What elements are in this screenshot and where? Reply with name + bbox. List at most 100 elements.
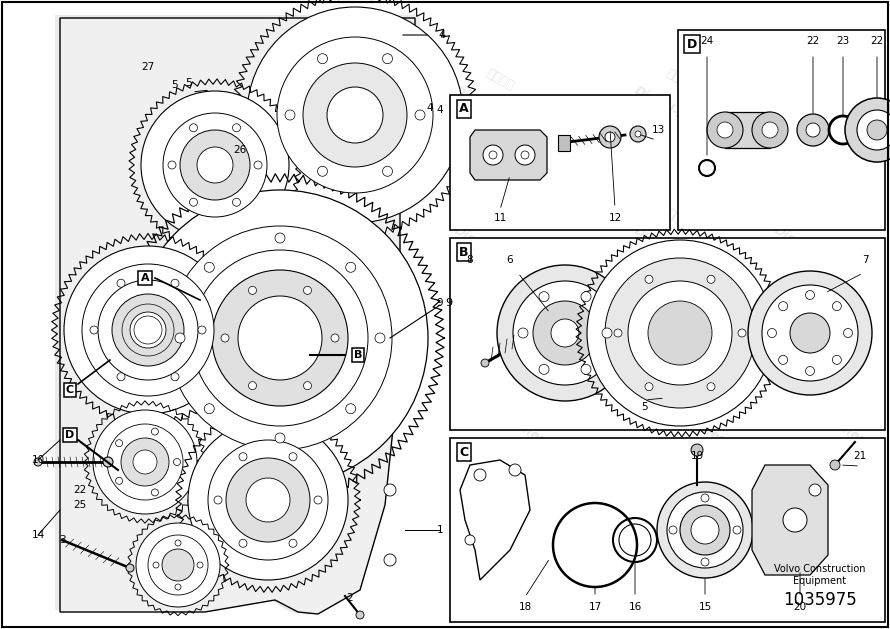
Text: 柴发动力: 柴发动力	[104, 507, 136, 533]
Circle shape	[168, 161, 176, 169]
Circle shape	[691, 516, 719, 544]
Circle shape	[190, 198, 198, 206]
Circle shape	[239, 539, 247, 547]
Bar	[678, 30, 885, 230]
Text: 22: 22	[870, 36, 884, 46]
Circle shape	[630, 126, 646, 142]
Bar	[450, 238, 885, 430]
Polygon shape	[55, 15, 420, 615]
Circle shape	[605, 258, 755, 408]
Text: 柴发动力: 柴发动力	[484, 67, 516, 93]
Circle shape	[375, 333, 385, 343]
Circle shape	[153, 562, 159, 568]
Circle shape	[415, 110, 425, 120]
Text: 柴发动力: 柴发动力	[804, 67, 837, 93]
Circle shape	[667, 492, 743, 568]
Circle shape	[107, 424, 183, 500]
Circle shape	[254, 161, 262, 169]
Circle shape	[197, 147, 233, 183]
Circle shape	[239, 453, 247, 460]
Circle shape	[171, 373, 179, 381]
Circle shape	[289, 453, 297, 460]
Circle shape	[779, 302, 788, 311]
Circle shape	[717, 122, 733, 138]
Text: A: A	[459, 103, 469, 116]
Text: C: C	[66, 385, 74, 395]
Circle shape	[303, 286, 311, 294]
Text: Diesel-Engines: Diesel-Engines	[451, 83, 548, 147]
Text: D: D	[687, 38, 697, 50]
Circle shape	[275, 433, 285, 443]
Circle shape	[130, 312, 166, 348]
Text: Diesel-Engines: Diesel-Engines	[72, 383, 168, 447]
Text: 3: 3	[59, 535, 65, 545]
Text: 柴发动力: 柴发动力	[664, 507, 696, 533]
Polygon shape	[752, 465, 828, 575]
Circle shape	[602, 328, 612, 338]
Text: 柴发动力: 柴发动力	[664, 207, 696, 233]
Circle shape	[171, 279, 179, 287]
Text: 柴发动力: 柴发动力	[104, 67, 136, 93]
Circle shape	[117, 279, 125, 287]
Text: 4: 4	[438, 30, 445, 40]
Circle shape	[809, 484, 821, 496]
Circle shape	[151, 428, 158, 435]
Text: Diesel-Engines: Diesel-Engines	[451, 523, 548, 587]
Circle shape	[733, 526, 741, 534]
Circle shape	[205, 262, 214, 272]
Circle shape	[384, 169, 396, 181]
Circle shape	[197, 562, 203, 568]
Circle shape	[98, 280, 198, 380]
Circle shape	[318, 166, 328, 176]
Text: 14: 14	[31, 530, 44, 540]
Text: 11: 11	[493, 213, 506, 223]
Text: Diesel-Engines: Diesel-Engines	[772, 83, 869, 147]
Circle shape	[93, 410, 197, 514]
Text: B: B	[354, 350, 362, 360]
Circle shape	[162, 549, 194, 581]
Text: 1035975: 1035975	[783, 591, 857, 609]
Circle shape	[844, 328, 853, 338]
Circle shape	[635, 131, 641, 137]
Circle shape	[248, 382, 256, 389]
Circle shape	[214, 496, 222, 504]
Circle shape	[384, 274, 396, 286]
Circle shape	[212, 270, 348, 406]
Circle shape	[232, 198, 240, 206]
Text: 23: 23	[837, 36, 850, 46]
Circle shape	[691, 444, 703, 456]
Text: 6: 6	[506, 255, 514, 265]
Text: 柴发动力: 柴发动力	[664, 67, 696, 93]
Text: Diesel-Engines: Diesel-Engines	[632, 523, 728, 587]
Circle shape	[345, 262, 356, 272]
Text: 26: 26	[233, 145, 247, 155]
Circle shape	[738, 329, 746, 337]
Text: 18: 18	[518, 602, 531, 612]
Text: 柴发动力: 柴发动力	[484, 507, 516, 533]
Bar	[725, 112, 770, 148]
Text: 8: 8	[466, 255, 473, 265]
Circle shape	[628, 281, 732, 385]
Circle shape	[581, 364, 591, 374]
Circle shape	[779, 355, 788, 364]
Text: 柴发动力: 柴发动力	[804, 367, 837, 393]
Circle shape	[289, 539, 297, 547]
Circle shape	[783, 508, 807, 532]
Circle shape	[384, 484, 396, 496]
Circle shape	[132, 190, 428, 486]
Text: Diesel-Engines: Diesel-Engines	[231, 383, 328, 447]
Circle shape	[275, 233, 285, 243]
Circle shape	[133, 450, 157, 474]
Circle shape	[515, 145, 535, 165]
Circle shape	[748, 271, 872, 395]
Text: 20: 20	[794, 602, 806, 612]
Text: 24: 24	[700, 36, 714, 46]
Circle shape	[90, 326, 98, 334]
Text: 22: 22	[806, 36, 820, 46]
Bar	[450, 438, 885, 622]
Text: 4: 4	[426, 103, 433, 113]
Circle shape	[832, 355, 841, 364]
Circle shape	[707, 382, 715, 391]
Text: 22: 22	[73, 485, 86, 495]
Circle shape	[465, 535, 475, 545]
